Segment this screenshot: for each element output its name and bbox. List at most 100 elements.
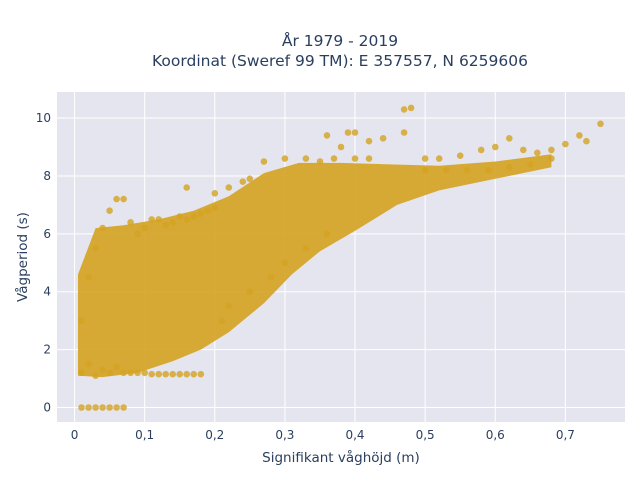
data-point [141,369,148,377]
data-point [211,190,219,197]
data-point [106,404,113,411]
data-point [120,195,127,203]
data-point [148,370,155,378]
data-point [78,404,85,411]
data-point [477,146,485,154]
data-point [211,204,219,212]
data-point [169,370,176,378]
data-point [365,137,373,145]
x-tick-labels: 0 0,1 0,2 0,3 0,4 0,5 0,6 0,7 [71,428,575,442]
y-tick-label: 6 [43,227,51,241]
data-point [246,288,254,296]
data-point [197,210,205,217]
x-tick-label: 0,4 [345,428,364,442]
point-cloud-area [78,154,552,378]
data-point [190,370,197,378]
data-point [597,120,604,128]
data-point [302,245,310,252]
data-point [351,155,359,162]
data-point [92,245,99,252]
data-point [281,259,289,267]
x-tick-label: 0 [71,428,79,442]
y-tick-labels: 0 2 4 6 8 10 [36,111,51,414]
data-point [120,369,127,377]
data-point [527,161,534,168]
data-point [323,230,331,238]
data-point [176,370,183,378]
data-point [365,155,373,162]
data-point [583,137,590,145]
data-point [85,360,92,368]
data-point [162,221,169,229]
data-point [99,224,106,232]
y-tick-label: 2 [43,343,51,357]
x-tick-label: 0,5 [416,428,435,442]
data-point [548,146,555,154]
data-point [155,370,162,378]
data-point [113,404,120,411]
data-point [400,129,408,136]
data-point [351,129,359,136]
data-point [176,213,183,220]
y-tick-label: 4 [43,285,51,299]
data-point [78,369,85,377]
data-point [183,184,190,191]
data-point [506,135,513,142]
point-cloud [78,154,552,378]
chart-title-line1: År 1979 - 2019 [282,31,398,50]
data-point [92,404,99,411]
data-points [78,104,604,411]
data-point [106,207,113,214]
data-point [442,166,450,174]
data-point [197,370,205,378]
data-point [120,404,127,411]
data-point [85,274,92,281]
data-point [225,302,233,310]
data-point [337,143,345,151]
data-point [492,143,499,151]
x-tick-label: 0,2 [205,428,224,442]
data-point [506,164,513,171]
data-point [85,404,92,411]
data-point [520,146,527,154]
x-tick-label: 0,3 [275,428,294,442]
data-point [141,224,148,232]
data-point [92,372,99,380]
data-point [576,132,583,139]
data-point [548,155,555,162]
data-point [183,370,190,378]
data-point [127,369,134,377]
data-point [421,155,429,162]
data-point [534,149,541,157]
data-point [127,219,134,226]
data-point [407,104,415,112]
data-point [106,369,113,377]
data-point [260,158,268,165]
data-point [316,158,324,165]
x-tick-label: 0,7 [556,428,575,442]
y-tick-label: 8 [43,169,51,183]
data-point [225,184,233,191]
data-point [162,370,169,378]
data-point [99,404,106,411]
chart-title-line2: Koordinat (Sweref 99 TM): E 357557, N 62… [152,52,528,70]
data-point [421,166,429,174]
x-tick-label: 0,6 [486,428,505,442]
data-point [148,216,155,223]
y-tick-label: 0 [43,401,51,415]
data-point [218,317,226,325]
data-point [302,155,310,162]
data-point [190,213,197,220]
data-point [113,363,120,371]
y-axis-title: Vågperiod (s) [14,212,31,302]
data-point [456,152,464,159]
data-point [183,216,190,223]
x-tick-label: 0,1 [135,428,154,442]
data-point [204,207,212,214]
data-point [344,129,352,136]
data-point [155,216,162,223]
data-point [435,155,443,162]
data-point [267,274,275,281]
data-point [134,230,141,238]
